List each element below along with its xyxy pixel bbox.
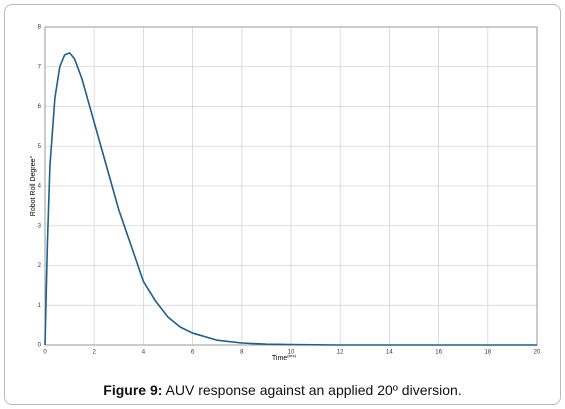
y-label: Robot Roll Degree° (29, 156, 37, 217)
x-tick-label: 20 (534, 350, 541, 356)
x-tick-label: 8 (240, 350, 244, 356)
figure-frame (4, 4, 561, 405)
x-tick-label: 18 (484, 350, 491, 356)
x-tick-label: 10 (288, 350, 295, 356)
y-tick-label: 7 (38, 64, 42, 70)
y-tick-label: 1 (38, 303, 42, 309)
x-label-sup: (sec) (287, 353, 297, 358)
x-tick-label: 4 (142, 350, 146, 356)
caption-label: Figure 9: (103, 382, 163, 398)
line (44, 52, 537, 346)
y-tick-label: 0 (38, 343, 42, 349)
y-tick-label: 4 (38, 184, 42, 190)
y-tick-label: 5 (38, 144, 42, 150)
x-tick-label: 14 (386, 350, 393, 356)
caption: Figure 9: AUV response against an applie… (0, 382, 565, 398)
caption-text: AUV response against an applied 20º dive… (165, 382, 462, 398)
y-tick-label: 2 (38, 263, 42, 269)
x-tick-label: 6 (191, 350, 195, 356)
y-tick-label: 3 (38, 223, 42, 229)
x-tick-label: 2 (93, 350, 97, 356)
y-tick-label: 6 (38, 104, 42, 110)
y-tick-label: 8 (38, 25, 42, 31)
x-tick-label: 16 (435, 350, 442, 356)
x-tick-label: 12 (337, 350, 344, 356)
x-label-main: Time (272, 355, 287, 362)
x-label: Time(sec) (272, 353, 297, 362)
x-tick-label: 0 (43, 350, 47, 356)
